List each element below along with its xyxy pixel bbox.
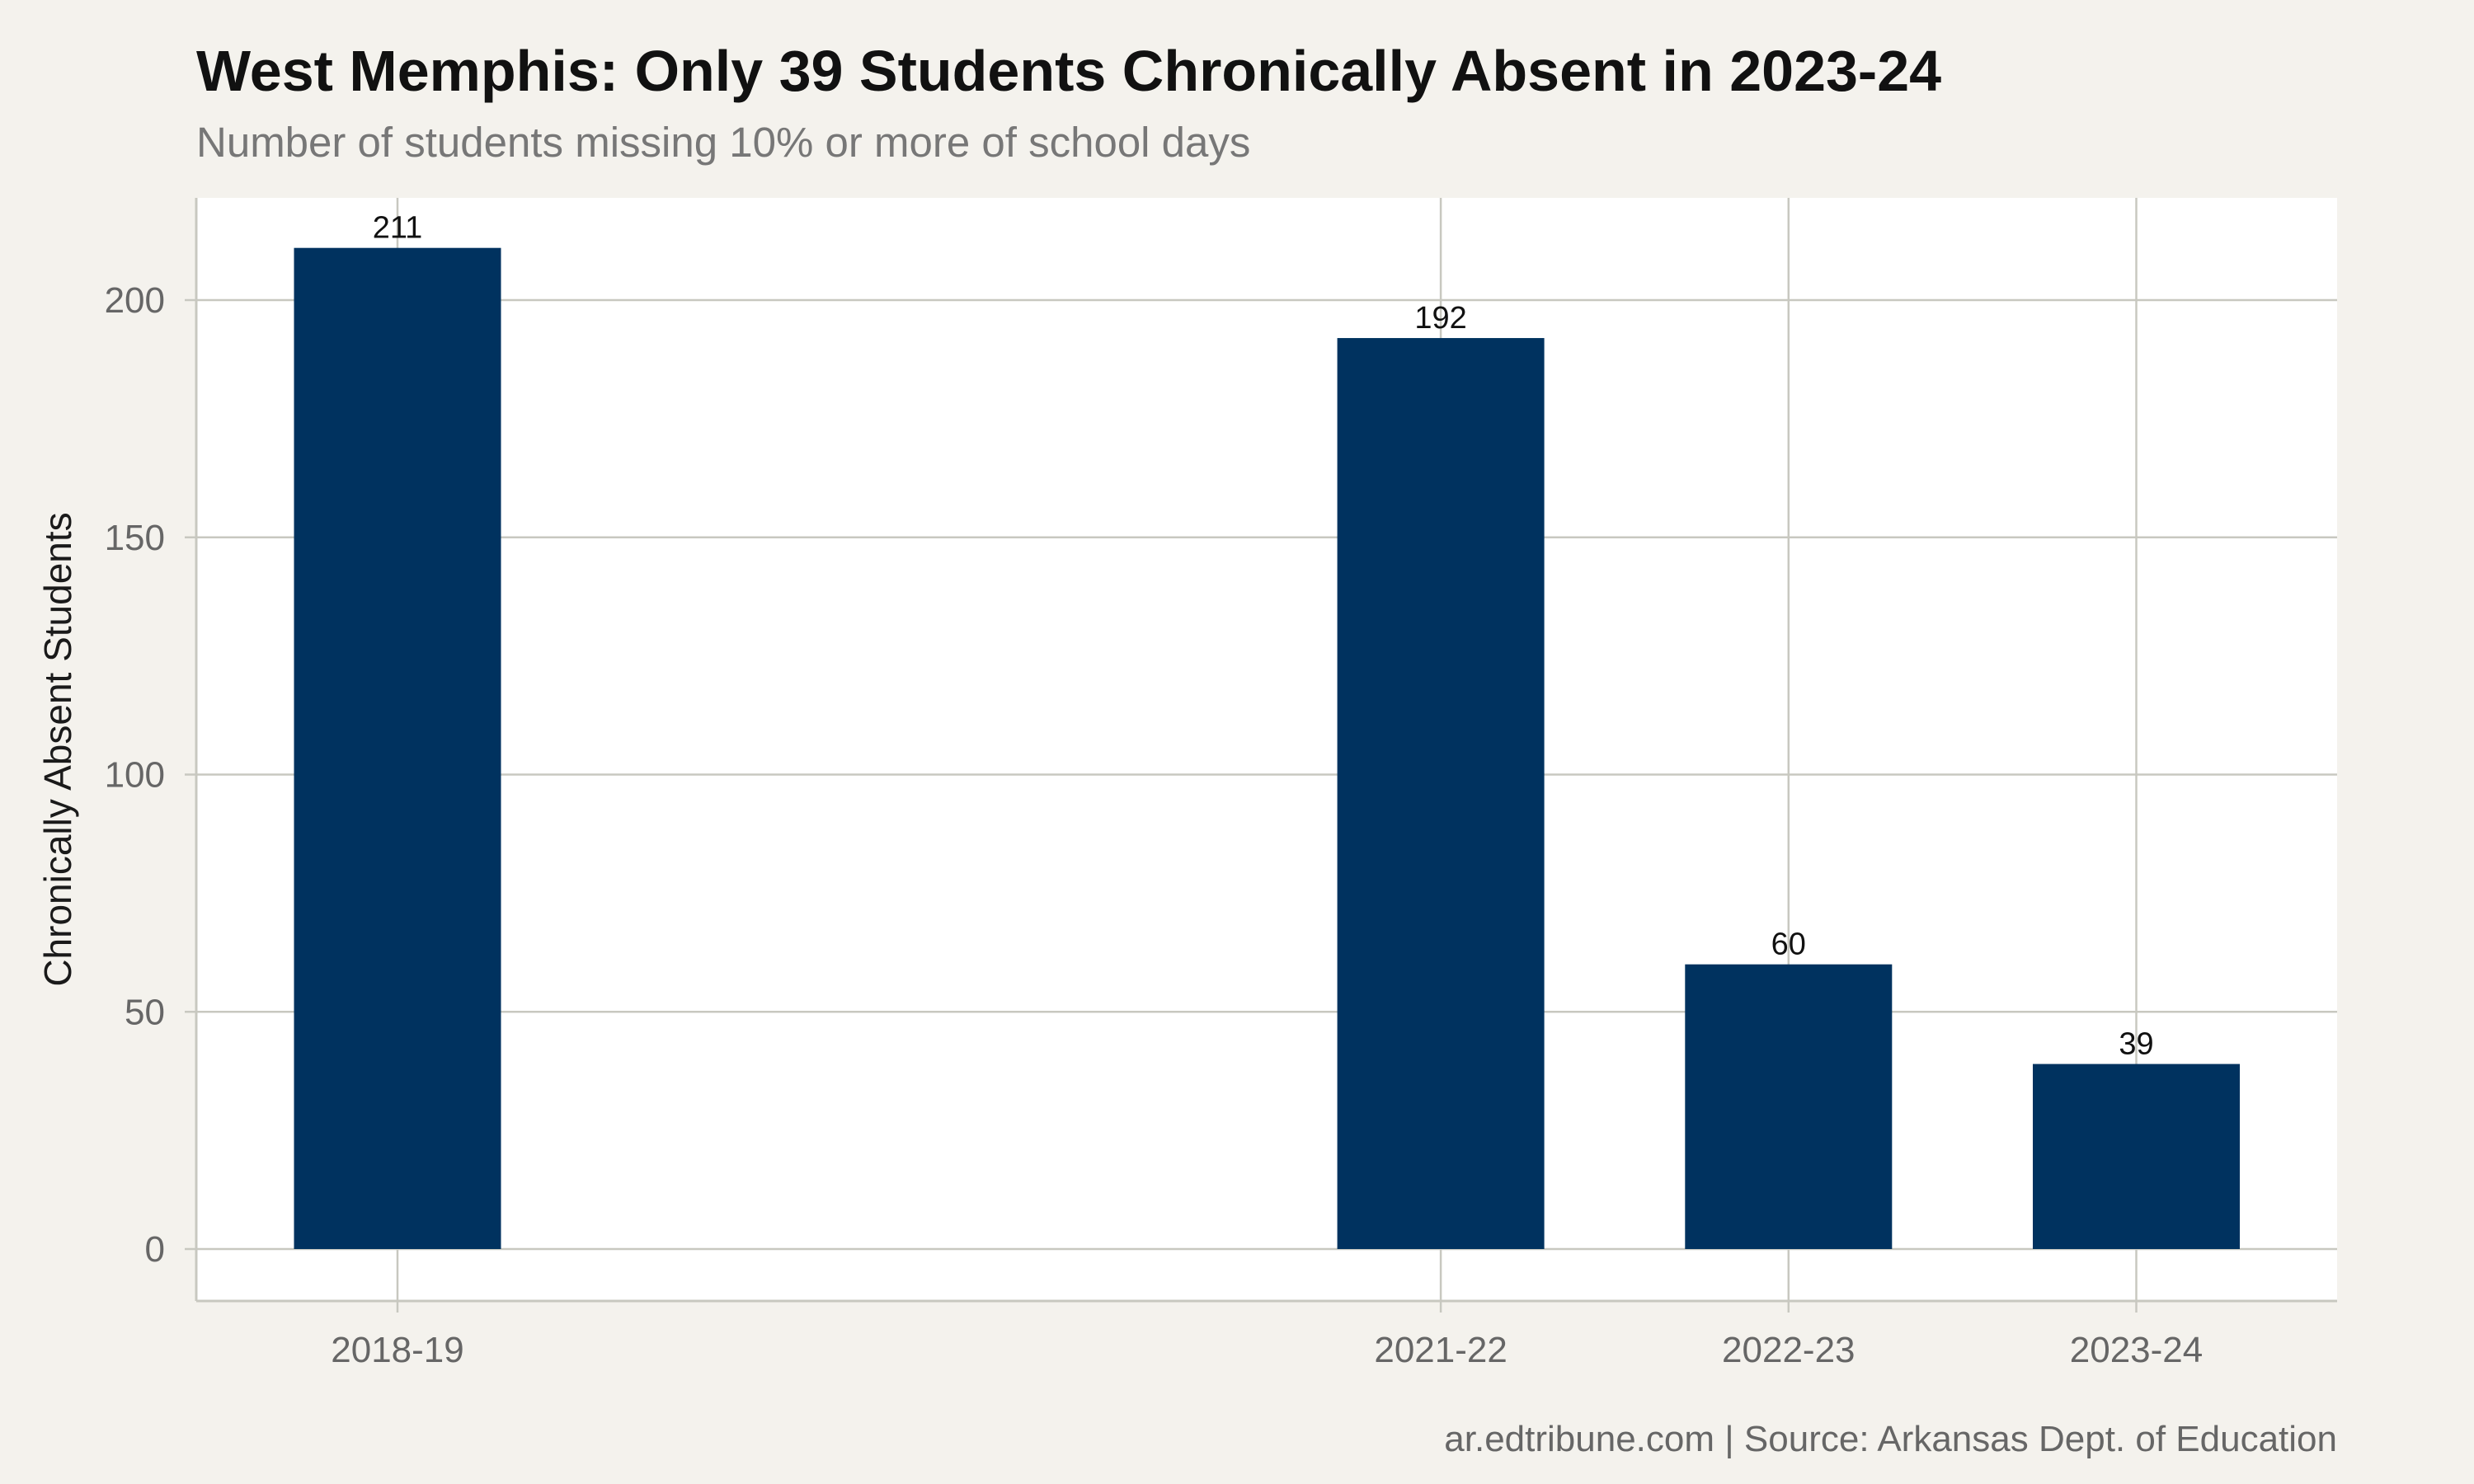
x-axis-ticks: 2018-19 2021-22 2022-23 2023-24 xyxy=(331,1301,2203,1370)
x-tick-label: 2022-23 xyxy=(1722,1330,1855,1370)
source-caption: ar.edtribune.com | Source: Arkansas Dept… xyxy=(1444,1419,2337,1459)
y-tick-label: 200 xyxy=(105,280,165,321)
x-tick-label: 2023-24 xyxy=(2070,1330,2203,1370)
data-label-2022-23: 60 xyxy=(1771,928,1806,962)
data-label-2018-19: 211 xyxy=(373,211,423,246)
bar-2022-23 xyxy=(1685,964,1893,1249)
data-label-2023-24: 39 xyxy=(2119,1027,2153,1062)
y-axis-title: Chronically Absent Students xyxy=(36,512,79,986)
data-labels: 211 192 60 39 xyxy=(373,211,2154,1062)
chart-subtitle: Number of students missing 10% or more o… xyxy=(196,119,1250,166)
bars xyxy=(294,247,2240,1249)
chart-title: West Memphis: Only 39 Students Chronical… xyxy=(196,39,1941,103)
y-tick-label: 50 xyxy=(125,992,165,1032)
plot-panel xyxy=(196,198,2337,1301)
bar-2023-24 xyxy=(2033,1064,2240,1249)
data-label-2021-22: 192 xyxy=(1414,301,1466,336)
y-axis-ticks: 0 50 100 150 200 xyxy=(105,280,196,1270)
y-tick-label: 150 xyxy=(105,518,165,558)
bar-2018-19 xyxy=(294,247,501,1249)
y-tick-label: 0 xyxy=(145,1229,165,1270)
x-tick-label: 2021-22 xyxy=(1374,1330,1507,1370)
x-tick-label: 2018-19 xyxy=(331,1330,463,1370)
y-tick-label: 100 xyxy=(105,755,165,796)
bar-2021-22 xyxy=(1337,338,1545,1249)
